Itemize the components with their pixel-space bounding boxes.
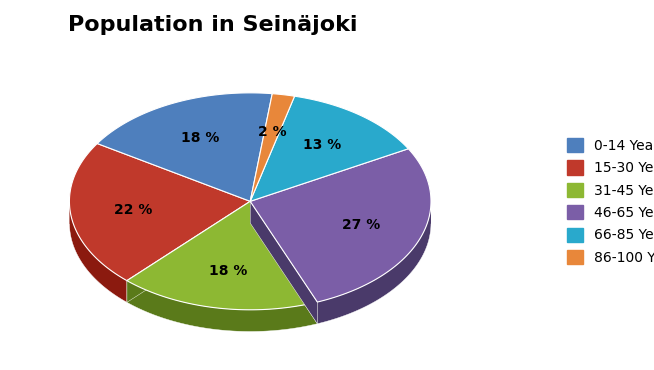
Polygon shape <box>127 201 317 310</box>
Text: 2 %: 2 % <box>258 125 286 139</box>
Polygon shape <box>317 202 431 324</box>
Text: 18 %: 18 % <box>181 131 219 145</box>
Polygon shape <box>127 201 250 302</box>
Title: Population in Seinäjoki: Population in Seinäjoki <box>68 15 357 35</box>
Polygon shape <box>127 281 317 332</box>
Polygon shape <box>97 93 272 201</box>
Polygon shape <box>69 202 127 302</box>
Text: 13 %: 13 % <box>303 138 341 152</box>
Text: 22 %: 22 % <box>114 204 153 218</box>
Text: 18 %: 18 % <box>209 264 248 278</box>
Text: 27 %: 27 % <box>342 218 380 232</box>
Legend: 0-14 Years, 15-30 Years, 31-45 Years, 46-65 Years, 66-85 Years, 86-100 Years: 0-14 Years, 15-30 Years, 31-45 Years, 46… <box>561 132 654 270</box>
Polygon shape <box>250 94 294 201</box>
Polygon shape <box>250 96 408 201</box>
Polygon shape <box>250 149 431 302</box>
Polygon shape <box>250 201 317 324</box>
Polygon shape <box>127 201 250 302</box>
Polygon shape <box>250 201 317 324</box>
Polygon shape <box>69 144 250 281</box>
